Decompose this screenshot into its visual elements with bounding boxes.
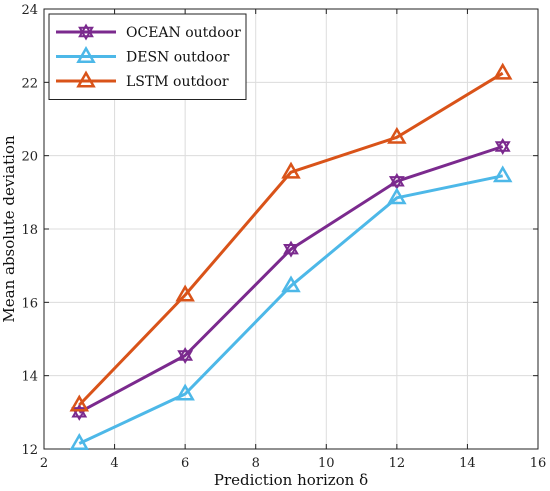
data-point [281, 275, 301, 293]
legend-item: DESN outdoor [56, 45, 230, 66]
x-tick-label: 12 [389, 456, 406, 471]
data-point [175, 284, 195, 302]
hexagram-up-triangle [388, 172, 405, 187]
legend-marker [76, 45, 96, 63]
x-tick-label: 8 [252, 456, 260, 471]
grid [43, 8, 539, 450]
y-tick-label: 24 [21, 3, 38, 18]
series-group [69, 62, 513, 450]
legend-marker [76, 70, 96, 88]
hexagram-down-triangle [78, 26, 94, 41]
y-tick-label: 18 [21, 223, 38, 238]
data-point [175, 383, 195, 401]
data-point [492, 165, 513, 183]
hexagram-down-triangle [71, 407, 88, 421]
x-axis-label: Prediction horizon δ [214, 471, 368, 489]
series-line [78, 145, 504, 414]
data-point [494, 137, 511, 155]
x-tick-label: 2 [40, 456, 48, 471]
data-point [177, 346, 194, 364]
legend: OCEAN outdoor DESN outdoor LSTM outdoor [48, 13, 247, 100]
legend-marker [78, 23, 94, 41]
hexagram-up-triangle [78, 23, 94, 38]
y-tick-label: 16 [21, 296, 38, 311]
data-point [388, 172, 405, 190]
hexagram-up-triangle [283, 240, 299, 255]
hexagram-down-triangle [494, 141, 511, 155]
data-point [387, 187, 407, 205]
series-line [78, 174, 504, 445]
y-axis-label: Mean absolute deviation [0, 135, 18, 323]
series-desn-outdoor [69, 165, 513, 450]
legend-item: OCEAN outdoor [56, 23, 241, 41]
series-lstm-outdoor [69, 62, 513, 412]
data-point [69, 394, 90, 412]
x-tick-label: 4 [110, 456, 118, 471]
legend-item: LSTM outdoor [56, 70, 229, 90]
data-point [281, 161, 301, 179]
legend-label: DESN outdoor [126, 50, 230, 66]
x-tick-label: 16 [530, 456, 547, 471]
hexagram-up-triangle [177, 346, 194, 361]
x-tick-label: 14 [459, 456, 476, 471]
data-point [387, 126, 407, 144]
x-tick-label: 6 [181, 456, 189, 471]
y-tick-label: 14 [21, 370, 38, 385]
y-tick-label: 22 [21, 76, 38, 91]
data-point [283, 240, 299, 258]
series-ocean-outdoor [71, 137, 511, 421]
series-line [78, 71, 504, 407]
data-point [69, 432, 90, 450]
hexagram-down-triangle [283, 243, 299, 258]
hexagram-down-triangle [177, 350, 194, 364]
x-tick-label: 10 [318, 456, 335, 471]
legend-label: LSTM outdoor [126, 74, 229, 90]
legend-label: OCEAN outdoor [126, 25, 241, 41]
y-tick-label: 12 [21, 443, 38, 458]
hexagram-down-triangle [388, 176, 405, 190]
data-point [492, 62, 513, 80]
y-tick-label: 20 [21, 150, 38, 165]
hexagram-up-triangle [494, 137, 511, 152]
